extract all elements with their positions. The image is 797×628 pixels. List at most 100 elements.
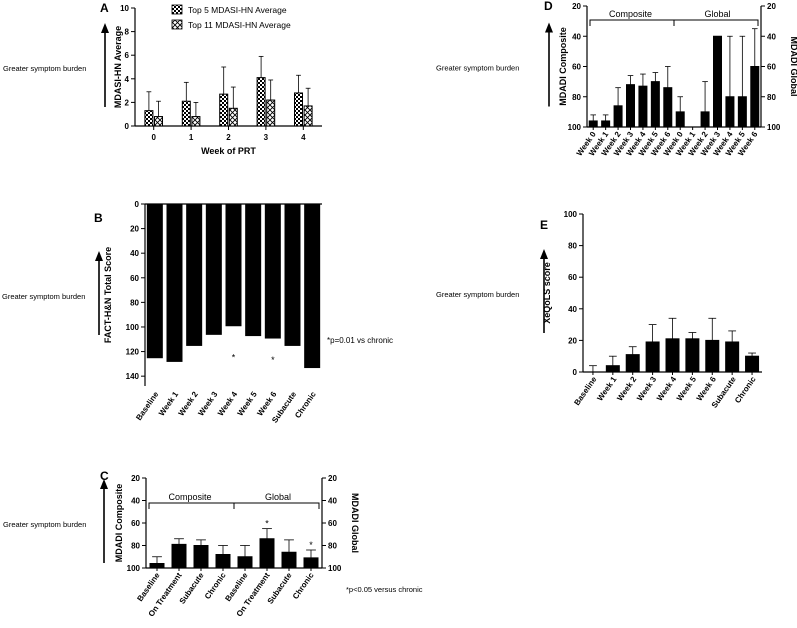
bar-D-7	[675, 111, 685, 128]
y-tick-label-E: 60	[568, 273, 577, 282]
y-tick-label-E: 40	[568, 305, 577, 314]
y-tick-label-B: 120	[126, 348, 140, 357]
bar-E-Week 3	[645, 341, 660, 373]
x-tick-label-A: 1	[189, 133, 194, 142]
bar-B-Week 1	[166, 203, 183, 362]
bar-E-Week 4	[665, 338, 680, 373]
y-tick-label-C: 40	[328, 497, 337, 506]
y-axis-label-D: MDADI Composite	[558, 27, 568, 106]
y-tick-label-D: 80	[767, 93, 776, 102]
y-tick-label-B: 20	[130, 225, 139, 234]
y-tick-label-C: 40	[131, 497, 140, 506]
y-tick-label-C: 100	[328, 564, 342, 573]
x-tick-label-A: 0	[151, 133, 156, 142]
bar-C-5	[259, 538, 275, 569]
x-axis-label-A: Week of PRT	[201, 146, 256, 156]
y-tick-label-B: 40	[130, 249, 139, 258]
x-tick-label-A: 4	[301, 133, 306, 142]
x-tick-label-B: Baseline	[134, 390, 161, 423]
bar-D-3	[626, 84, 635, 128]
y-tick-label-B: 100	[126, 323, 140, 332]
y-tick-label-C: 80	[131, 542, 140, 551]
bar-C-6	[281, 551, 297, 569]
panel-letter-B: B	[94, 211, 103, 225]
y-tick-label-D: 20	[572, 2, 581, 11]
bar-B-Week 6	[264, 203, 281, 339]
bar-C-7	[303, 557, 319, 569]
panel-letter-A: A	[100, 1, 109, 15]
y-tick-label-D: 60	[572, 63, 581, 72]
bar-A-checker-2	[219, 93, 229, 127]
y-tick-label-A: 6	[125, 51, 130, 60]
y-tick-label-D: 80	[572, 93, 581, 102]
x-tick-label-E: Chronic	[733, 375, 758, 405]
group-label-composite-D: Composite	[609, 9, 652, 19]
y-axis-label-right-C: MDADI Global	[350, 493, 360, 553]
bar-E-Week 6	[705, 339, 720, 373]
bar-E-Subacute	[725, 341, 740, 373]
burden-arrowhead-B	[95, 251, 103, 261]
bar-E-Week 2	[625, 354, 640, 373]
burden-arrowhead-C	[100, 479, 108, 489]
bar-A-checker-1	[181, 100, 191, 127]
bar-E-Chronic	[745, 355, 760, 373]
bar-C-0	[149, 563, 165, 569]
bar-C-2	[193, 545, 209, 569]
y-tick-label-A: 10	[120, 4, 129, 13]
bar-A-checker-0	[144, 110, 154, 127]
bar-B-Chronic	[304, 203, 321, 369]
burden-arrowhead-D	[545, 22, 553, 33]
group-label-global-C: Global	[265, 492, 291, 502]
bar-A-xcross-1	[191, 116, 201, 127]
legend-swatch-checker	[171, 4, 183, 15]
y-tick-label-C: 80	[328, 542, 337, 551]
bar-A-checker-4	[294, 92, 303, 127]
bar-C-3	[215, 554, 231, 569]
bar-A-xcross-0	[154, 116, 163, 127]
bar-C-1	[171, 543, 187, 569]
y-tick-label-D: 100	[767, 123, 781, 132]
legend-label-xcross: Top 11 MDASI-HN Average	[188, 20, 291, 30]
x-tick-label-C: Chronic	[291, 571, 316, 601]
y-axis-label-B: FACT-H&N Total Score	[103, 247, 113, 343]
bar-E-Week 5	[685, 338, 700, 373]
y-tick-label-B: 60	[130, 274, 139, 283]
y-tick-label-E: 0	[573, 368, 578, 377]
y-tick-label-B: 0	[135, 200, 140, 209]
y-tick-label-D: 40	[572, 32, 581, 41]
x-tick-label-B: Chronic	[293, 390, 318, 420]
y-tick-label-C: 20	[328, 474, 337, 483]
bar-D-6	[663, 87, 673, 128]
significance-mark-C: *	[309, 540, 313, 550]
legend-label-checker: Top 5 MDASI-HN Average	[188, 5, 287, 15]
annotation-C: *p<0.05 versus chronic	[346, 585, 423, 594]
y-tick-label-D: 100	[568, 123, 582, 132]
bar-D-0	[588, 120, 598, 128]
y-tick-label-D: 40	[767, 32, 776, 41]
bar-A-xcross-3	[266, 99, 276, 127]
legend-swatch-xcross	[171, 19, 183, 30]
bar-B-Baseline	[146, 203, 163, 359]
bar-D-4	[638, 85, 648, 128]
burden-label-D: Greater symptom burden	[436, 64, 519, 73]
x-tick-label-A: 3	[264, 133, 269, 142]
bar-D-13	[750, 66, 760, 128]
y-tick-label-E: 100	[564, 210, 578, 219]
y-tick-label-E: 20	[568, 336, 577, 345]
y-axis-label-C: MDADI Composite	[114, 484, 124, 563]
panel-letter-C: C	[100, 469, 109, 483]
y-tick-label-C: 60	[131, 519, 140, 528]
y-axis-label-E: XeQoLS score	[542, 262, 552, 324]
burden-label-E: Greater symptom burden	[436, 290, 519, 299]
y-tick-label-A: 2	[125, 98, 130, 107]
bar-E-Week 1	[605, 365, 620, 373]
bar-A-xcross-2	[228, 107, 238, 127]
bar-D-5	[650, 81, 660, 128]
bar-D-9	[700, 111, 710, 128]
y-tick-label-D: 60	[767, 63, 776, 72]
y-tick-label-A: 0	[125, 122, 130, 131]
bar-D-11	[725, 96, 735, 128]
bar-C-4	[237, 556, 253, 569]
y-tick-label-C: 60	[328, 519, 337, 528]
